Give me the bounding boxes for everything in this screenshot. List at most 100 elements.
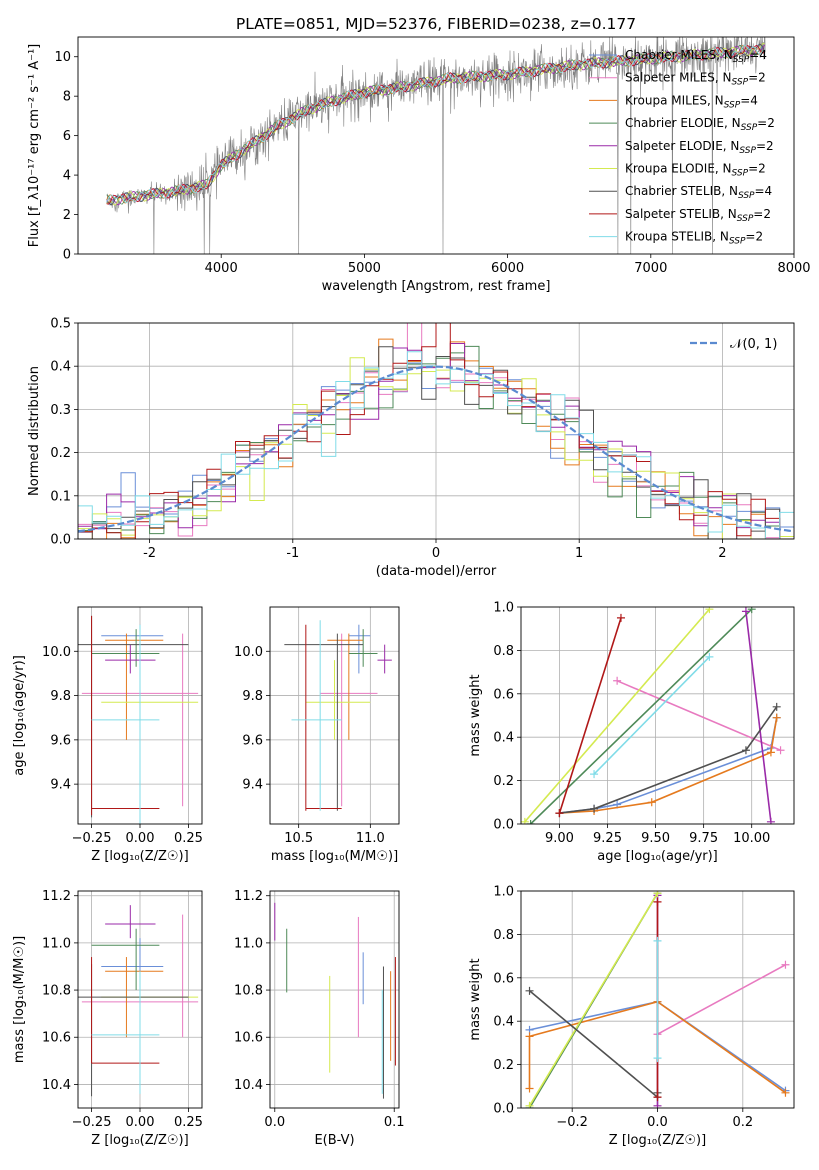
- legend-label-salpeter-miles: Salpeter MILES, NSSP=2: [625, 71, 766, 88]
- y-tick-label: 9.8: [242, 689, 263, 704]
- weight-line-salpeter-stelib: [558, 617, 622, 814]
- y-tick-label: 2: [63, 208, 71, 223]
- x-tick-label: 0.0: [647, 1115, 668, 1130]
- x-axis-label: age [log₁₀(age/yr)]: [597, 849, 718, 864]
- y-tick-label: 10.8: [234, 984, 263, 999]
- weight-marker-salpeter-elodie: [766, 817, 775, 824]
- axes-frame: [520, 890, 795, 1109]
- y-tick-label: 6: [63, 129, 71, 144]
- y-tick-label: 0.0: [493, 818, 514, 833]
- x-axis-label: wavelength [Angstrom, rest frame]: [322, 279, 551, 294]
- weight-marker-kroupa-elodie: [521, 817, 529, 824]
- y-tick-label: 0.5: [50, 317, 71, 332]
- axes-frame: [269, 890, 400, 1109]
- x-tick-label: 9.75: [689, 831, 718, 846]
- y-tick-label: 0.0: [50, 533, 71, 548]
- legend: Chabrier MILES, NSSP=4 Salpeter MILES, NS…: [589, 48, 775, 247]
- weight-marker-chabrier-stelib: [590, 804, 599, 813]
- ticks: 9.00 9.25 9.50 9.75 10.00 0.0 0.2 0.4 0.6 0.8 1.0: [493, 601, 770, 847]
- x-tick-label: 8000: [777, 261, 810, 276]
- errorbar-plot: [78, 905, 199, 1097]
- x-tick-label: 11.0: [356, 831, 385, 846]
- y-tick-label: 10: [54, 50, 71, 65]
- y-axis-label: Normed distribution: [27, 366, 42, 496]
- y-tick-label: 0.2: [493, 1058, 514, 1073]
- x-tick-label: 0.00: [126, 831, 155, 846]
- errorbar-salpeter-stelib: [91, 957, 160, 1064]
- gridlines: [521, 606, 794, 825]
- legend-label-chabrier-stelib: Chabrier STELIB, NSSP=4: [625, 184, 772, 201]
- y-tick-label: 0.8: [493, 928, 514, 943]
- y-tick-label: 11.2: [42, 889, 71, 904]
- x-tick-label: 0.0: [264, 1115, 285, 1130]
- panel-z-mass: −0.25 0.00 0.25 10.4 10.6 10.8 11.0 11.2 Z [log₁…: [12, 889, 203, 1148]
- gridlines: [270, 891, 399, 1108]
- x-tick-label: −0.25: [72, 1115, 112, 1130]
- weight-marker-kroupa-miles: [525, 1084, 534, 1093]
- x-tick-label: 6000: [491, 261, 524, 276]
- x-tick-label: 9.25: [593, 831, 622, 846]
- x-tick-label: 0.25: [174, 831, 203, 846]
- weight-marker-kroupa-elodie: [653, 891, 662, 898]
- y-tick-label: 10.8: [42, 984, 71, 999]
- errorbar-chabrier-elodie: [348, 629, 378, 667]
- weight-line-chabrier-stelib: [559, 706, 778, 814]
- y-axis-label: Flux [f_λ10⁻¹⁷ erg cm⁻² s⁻¹ A⁻¹]: [27, 44, 42, 248]
- axes-frame: [77, 322, 795, 540]
- panel-age-weight: 9.00 9.25 9.50 9.75 10.00 0.0 0.2 0.4 0.6 0.8 1.0 a…: [468, 601, 795, 864]
- x-axis-label: Z [log₁₀(Z/Z☉)]: [91, 849, 188, 864]
- weight-marker-kroupa-stelib: [705, 652, 714, 661]
- y-tick-label: 9.6: [242, 733, 263, 748]
- ticks: 10.5 11.0 9.4 9.6 9.8 10.0: [234, 645, 385, 846]
- x-tick-label: 1: [575, 546, 583, 561]
- x-tick-label: 2: [718, 546, 726, 561]
- weight-line-kroupa-elodie: [528, 892, 659, 1107]
- weight-marker-kroupa-stelib: [590, 770, 599, 779]
- ticks: −0.25 0.00 0.25 10.4 10.6 10.8 11.0 11.2: [42, 889, 203, 1130]
- legend-label-kroupa-elodie: Kroupa ELODIE, NSSP=2: [625, 162, 766, 179]
- y-tick-label: 0.3: [50, 403, 71, 418]
- y-tick-label: 0.2: [493, 774, 514, 789]
- errorbar-salpeter-elodie: [377, 644, 392, 674]
- spectrum-plot: [106, 37, 766, 254]
- weight-line-salpeter-miles: [657, 964, 786, 1035]
- errorbar-salpeter-elodie: [105, 644, 156, 674]
- errorbar-chabrier-miles: [101, 938, 164, 991]
- weight-marker-salpeter-miles: [776, 746, 785, 755]
- legend-label-kroupa-miles: Kroupa MILES, NSSP=4: [625, 93, 758, 110]
- y-tick-label: 10.4: [42, 1078, 71, 1093]
- errorbar-chabrier-elodie: [91, 928, 160, 991]
- axes-frame: [520, 606, 795, 825]
- x-axis-label: mass [log₁₀(M/M☉)]: [271, 849, 398, 864]
- panel-z-weight: −0.2 0.0 0.2 0.0 0.2 0.4 0.6 0.8 1.0 Z [log₁₀(Z/Z…: [468, 885, 795, 1148]
- x-tick-label: 4000: [205, 261, 238, 276]
- weight-marker-chabrier-elodie: [747, 607, 756, 614]
- weight-line-chabrier-miles: [559, 717, 778, 814]
- y-tick-label: 0.4: [493, 731, 514, 746]
- x-tick-label: 9.50: [641, 831, 670, 846]
- y-tick-label: 9.4: [242, 778, 263, 793]
- ticks: −0.25 0.00 0.25 9.4 9.6 9.8 10.0: [42, 645, 203, 846]
- weight-marker-chabrier-stelib: [525, 986, 534, 995]
- panel-ebv-mass: 0.0 0.1 10.4 10.6 10.8 11.0 11.2 E(B-V): [234, 889, 405, 1148]
- errorbar-chabrier-stelib: [284, 633, 364, 811]
- hist-step-salpeter-stelib: [78, 323, 794, 539]
- errorbar-kroupa-elodie: [101, 660, 199, 740]
- weight-marker-chabrier-elodie: [526, 820, 535, 824]
- x-tick-label: 9.00: [545, 831, 574, 846]
- model-line-salpeter-elodie: [106, 44, 766, 206]
- errorbar-salpeter-stelib: [91, 615, 160, 816]
- y-axis-label: mass [log₁₀(M/M☉)]: [12, 936, 27, 1063]
- errorbar-kroupa-stelib: [291, 620, 342, 811]
- weight-line-kroupa-miles: [559, 717, 778, 814]
- x-tick-label: −0.2: [556, 1115, 588, 1130]
- x-tick-label: 7000: [634, 261, 667, 276]
- y-tick-label: 11.2: [234, 889, 263, 904]
- x-axis-label: Z [log₁₀(Z/Z☉)]: [91, 1133, 188, 1148]
- ticks: 0.0 0.1 10.4 10.6 10.8 11.0 11.2: [234, 889, 405, 1130]
- y-tick-label: 9.8: [50, 689, 71, 704]
- weight-marker-salpeter-stelib: [653, 1093, 662, 1102]
- x-axis-label: (data-model)/error: [376, 564, 497, 579]
- errorbar-kroupa-miles: [327, 633, 364, 740]
- x-axis-label: E(B-V): [314, 1133, 354, 1148]
